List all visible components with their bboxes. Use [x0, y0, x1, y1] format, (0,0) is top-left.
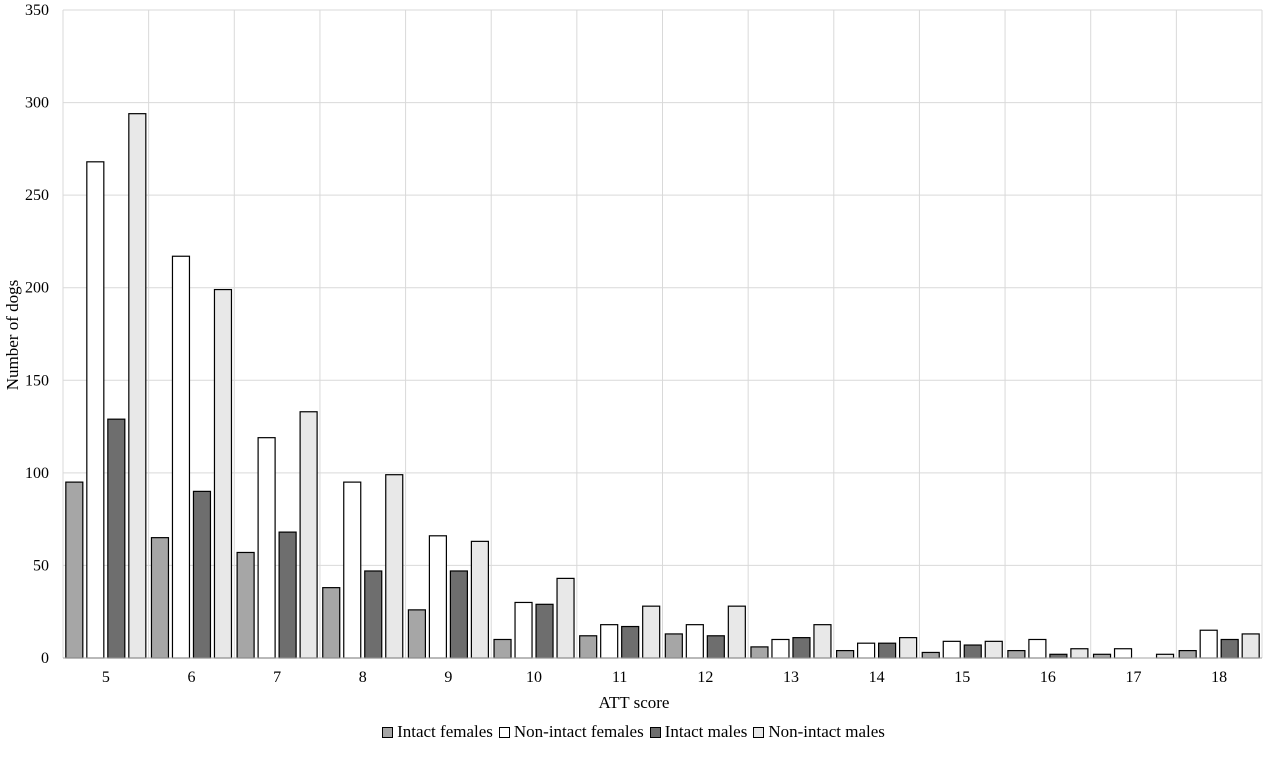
bars — [65, 113, 1260, 659]
bar — [1070, 648, 1089, 659]
legend-swatch — [498, 726, 510, 738]
x-tick-label: 11 — [612, 669, 627, 686]
x-tick-label: 10 — [526, 669, 542, 686]
bar — [449, 570, 468, 659]
bar — [107, 418, 126, 659]
x-tick-label: 12 — [697, 669, 713, 686]
bar — [642, 605, 661, 659]
bar — [664, 633, 683, 659]
bar — [813, 624, 832, 659]
bar — [1113, 648, 1133, 659]
bar — [963, 644, 982, 659]
legend-item: Non-intact females — [498, 722, 644, 742]
bar — [899, 637, 918, 659]
bar — [299, 411, 318, 659]
bar — [1155, 653, 1175, 659]
bar — [621, 625, 640, 659]
bar — [706, 635, 725, 659]
bar — [385, 474, 404, 659]
bar — [192, 490, 212, 659]
legend-label: Intact females — [397, 722, 493, 741]
legend-label: Intact males — [664, 722, 748, 741]
legend-swatch — [649, 726, 661, 738]
gridlines — [62, 9, 1263, 658]
bar — [1178, 649, 1197, 659]
bar — [1220, 638, 1239, 659]
x-tick-label: 7 — [273, 669, 281, 686]
bar — [428, 535, 447, 659]
x-tick-label: 6 — [187, 669, 195, 686]
bar — [857, 642, 876, 659]
bar — [278, 531, 297, 659]
y-tick-label: 300 — [25, 95, 49, 112]
bar — [86, 161, 105, 659]
bar — [792, 637, 811, 659]
legend-label: Non-intact females — [513, 722, 644, 741]
bar — [727, 605, 746, 659]
legend-item: Non-intact males — [753, 722, 885, 742]
x-tick-label: 16 — [1040, 669, 1056, 686]
x-tick-label: 5 — [102, 669, 110, 686]
legend-item: Intact females — [382, 722, 493, 742]
x-tick-label: 17 — [1126, 669, 1142, 686]
legend-item: Intact males — [649, 722, 748, 742]
legend-label: Non-intact males — [768, 722, 885, 741]
bar — [493, 638, 512, 659]
bar — [236, 551, 255, 659]
bar — [1049, 653, 1068, 659]
bar — [750, 646, 769, 659]
legend: Intact females Non-intact females Intact m… — [0, 722, 1267, 742]
x-tick-label: 14 — [869, 669, 885, 686]
y-axis-title: Number of dogs — [3, 280, 22, 390]
bar — [128, 113, 147, 659]
bar — [685, 624, 704, 659]
bar — [836, 649, 855, 659]
x-tick-label: 15 — [954, 669, 970, 686]
bar — [921, 651, 940, 659]
bar — [1028, 638, 1047, 659]
legend-swatch — [753, 726, 765, 738]
bar — [878, 642, 897, 659]
y-tick-label: 350 — [25, 2, 49, 19]
bar — [942, 640, 961, 659]
x-tick-label: 8 — [359, 669, 367, 686]
bar — [470, 540, 489, 659]
bar — [771, 638, 790, 659]
bar — [364, 570, 383, 659]
y-tick-label: 250 — [25, 187, 49, 204]
bar — [171, 255, 191, 659]
bar — [1092, 653, 1112, 659]
legend-swatch — [382, 726, 394, 738]
y-tick-label: 150 — [25, 372, 49, 389]
bar — [1241, 633, 1260, 659]
bar — [322, 587, 341, 659]
x-axis-title: ATT score — [599, 693, 670, 712]
bar — [579, 635, 598, 659]
bar — [984, 640, 1003, 659]
bar — [257, 437, 276, 659]
x-tick-label: 18 — [1211, 669, 1227, 686]
bar — [556, 577, 575, 659]
bar — [407, 609, 426, 659]
bar — [1199, 629, 1218, 659]
bar — [535, 603, 554, 659]
bar — [600, 624, 619, 659]
y-tick-label: 50 — [33, 557, 49, 574]
x-tick-label: 9 — [444, 669, 452, 686]
bar — [213, 288, 233, 659]
bar — [65, 481, 84, 659]
x-tick-labels: 5 6 7 8 9 10 11 12 13 14 15 16 17 18 — [102, 669, 1227, 686]
y-tick-label: 0 — [41, 650, 49, 667]
bar — [1007, 649, 1026, 659]
bar — [514, 601, 533, 659]
y-tick-label: 100 — [25, 465, 49, 482]
bar — [343, 481, 362, 659]
x-tick-label: 13 — [783, 669, 799, 686]
y-tick-labels: 0 50 100 150 200 250 300 350 — [25, 2, 49, 667]
bar — [150, 537, 170, 659]
y-tick-label: 200 — [25, 280, 49, 297]
